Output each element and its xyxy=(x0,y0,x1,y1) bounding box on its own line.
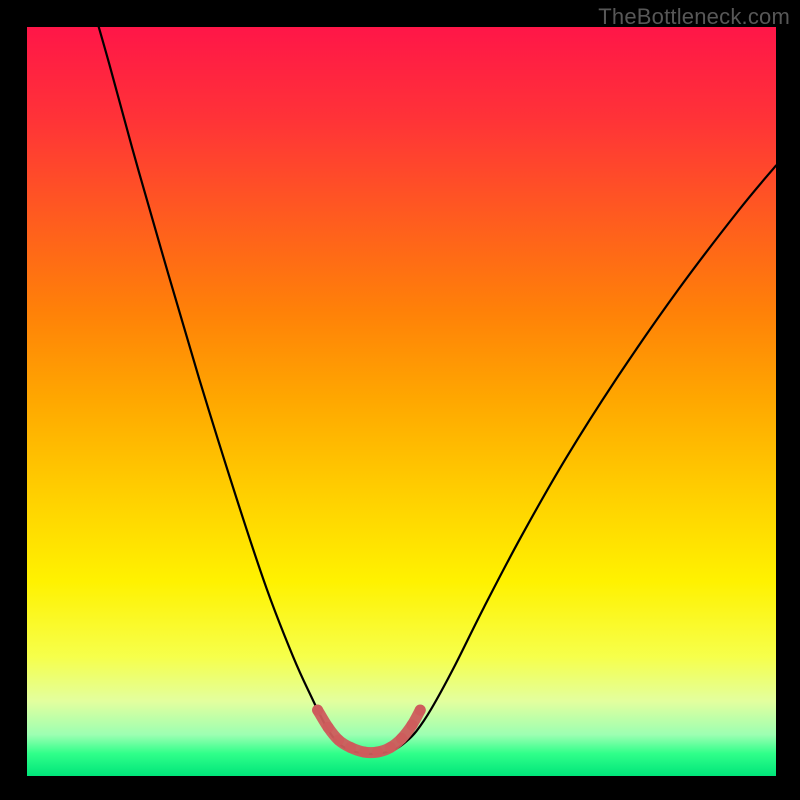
valley-dot xyxy=(323,722,334,733)
valley-dot xyxy=(359,747,370,758)
valley-dot xyxy=(372,747,383,758)
watermark-text: TheBottleneck.com xyxy=(598,0,800,30)
plot-background-gradient xyxy=(27,27,776,776)
valley-dot xyxy=(312,705,323,716)
valley-dot xyxy=(415,705,426,716)
chart-root: TheBottleneck.com xyxy=(0,0,800,800)
valley-dot xyxy=(385,742,396,753)
valley-dot xyxy=(396,733,407,744)
valley-dot xyxy=(333,735,344,746)
valley-dot xyxy=(406,720,417,731)
chart-svg xyxy=(0,0,800,800)
valley-dot xyxy=(345,742,356,753)
